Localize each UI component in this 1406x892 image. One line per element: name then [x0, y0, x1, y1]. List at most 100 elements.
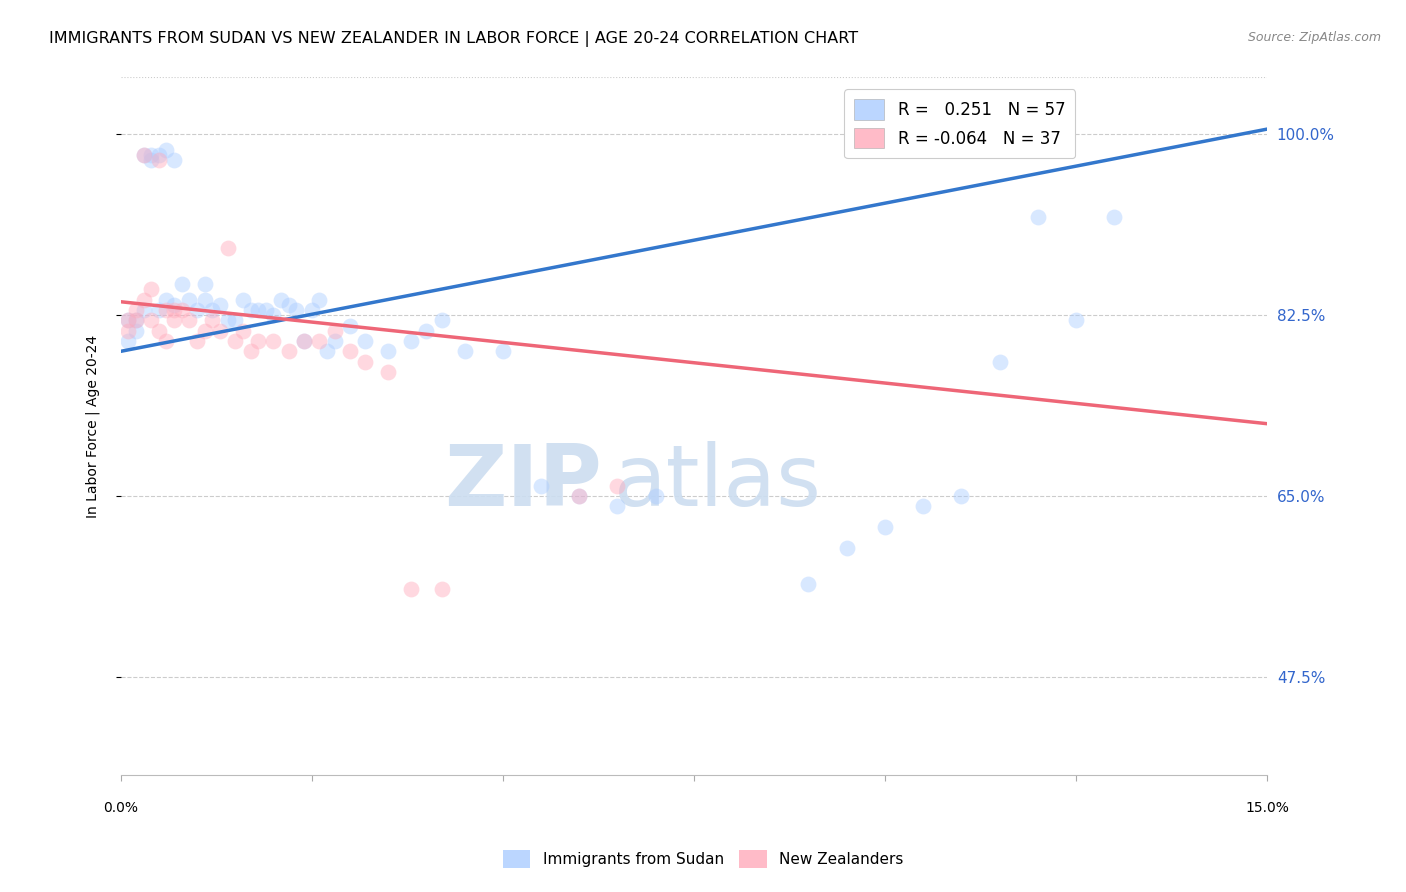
Point: [141, 153, 163, 168]
Point: [644, 489, 666, 503]
Point: [277, 344, 299, 359]
Point: [292, 334, 315, 348]
Point: [217, 241, 239, 255]
Point: [254, 303, 277, 318]
Point: [263, 308, 285, 322]
Point: [377, 344, 399, 359]
Point: [186, 303, 208, 318]
Point: [141, 148, 163, 162]
Point: [170, 303, 193, 318]
Point: [430, 582, 453, 596]
Point: [492, 344, 515, 359]
Point: [163, 303, 186, 318]
Point: [163, 313, 186, 327]
Point: [415, 324, 437, 338]
Point: [148, 303, 170, 318]
Point: [568, 489, 591, 503]
Point: [308, 334, 330, 348]
Point: [530, 479, 553, 493]
Point: [399, 334, 422, 348]
Text: Source: ZipAtlas.com: Source: ZipAtlas.com: [1247, 31, 1381, 45]
Point: [292, 334, 315, 348]
Point: [201, 303, 224, 318]
Point: [323, 334, 346, 348]
Point: [208, 324, 231, 338]
Point: [239, 344, 262, 359]
Point: [125, 313, 148, 327]
Point: [453, 344, 475, 359]
Text: IMMIGRANTS FROM SUDAN VS NEW ZEALANDER IN LABOR FORCE | AGE 20-24 CORRELATION CH: IMMIGRANTS FROM SUDAN VS NEW ZEALANDER I…: [49, 31, 858, 47]
Point: [354, 354, 377, 368]
Point: [354, 334, 377, 348]
Text: atlas: atlas: [613, 441, 821, 524]
Point: [163, 153, 186, 168]
Point: [339, 344, 361, 359]
Point: [606, 500, 628, 514]
Point: [399, 582, 422, 596]
Point: [873, 520, 896, 534]
Point: [141, 313, 163, 327]
Point: [239, 303, 262, 318]
Point: [270, 293, 292, 307]
Point: [377, 365, 399, 379]
Point: [232, 293, 254, 307]
Point: [155, 334, 177, 348]
Point: [179, 313, 201, 327]
Point: [285, 303, 308, 318]
Y-axis label: In Labor Force | Age 20-24: In Labor Force | Age 20-24: [86, 334, 100, 518]
Point: [263, 334, 285, 348]
Legend: Immigrants from Sudan, New Zealanders: Immigrants from Sudan, New Zealanders: [496, 844, 910, 873]
Point: [125, 324, 148, 338]
Legend: R =   0.251   N = 57, R = -0.064   N = 37: R = 0.251 N = 57, R = -0.064 N = 37: [845, 89, 1076, 158]
Point: [430, 313, 453, 327]
Point: [132, 293, 155, 307]
Point: [224, 334, 246, 348]
Text: 15.0%: 15.0%: [1246, 801, 1289, 815]
Point: [201, 313, 224, 327]
Point: [132, 148, 155, 162]
Point: [125, 303, 148, 318]
Point: [224, 313, 246, 327]
Point: [988, 354, 1011, 368]
Point: [194, 293, 217, 307]
Point: [117, 313, 139, 327]
Point: [217, 313, 239, 327]
Point: [247, 334, 270, 348]
Point: [194, 277, 217, 292]
Point: [132, 148, 155, 162]
Point: [1064, 313, 1087, 327]
Text: 0.0%: 0.0%: [103, 801, 138, 815]
Point: [912, 500, 935, 514]
Point: [155, 143, 177, 157]
Point: [308, 293, 330, 307]
Point: [155, 293, 177, 307]
Point: [316, 344, 339, 359]
Point: [301, 303, 323, 318]
Point: [148, 324, 170, 338]
Point: [194, 324, 217, 338]
Point: [163, 298, 186, 312]
Point: [155, 303, 177, 318]
Point: [323, 324, 346, 338]
Point: [277, 298, 299, 312]
Point: [148, 153, 170, 168]
Point: [950, 489, 973, 503]
Point: [797, 577, 820, 591]
Point: [148, 148, 170, 162]
Point: [606, 479, 628, 493]
Text: ZIP: ZIP: [444, 441, 602, 524]
Point: [170, 277, 193, 292]
Point: [186, 334, 208, 348]
Point: [232, 324, 254, 338]
Point: [1102, 210, 1125, 224]
Point: [835, 541, 858, 555]
Point: [1026, 210, 1049, 224]
Point: [117, 313, 139, 327]
Point: [132, 303, 155, 318]
Point: [208, 298, 231, 312]
Point: [179, 293, 201, 307]
Point: [568, 489, 591, 503]
Point: [339, 318, 361, 333]
Point: [117, 324, 139, 338]
Point: [117, 334, 139, 348]
